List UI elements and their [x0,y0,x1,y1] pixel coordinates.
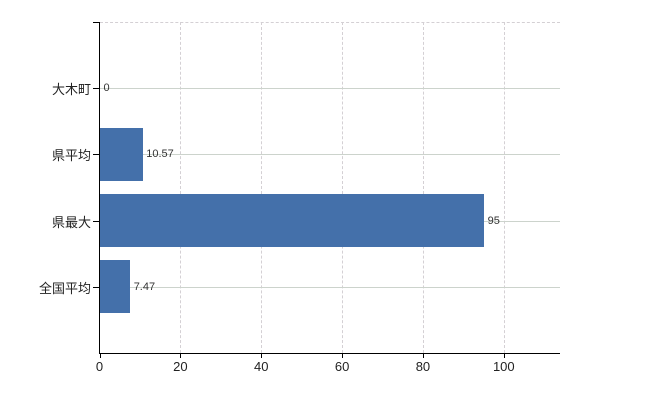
gridline-horizontal [99,88,560,90]
x-axis-line [99,353,560,354]
x-axis-tick [99,353,101,358]
x-axis-tick [503,353,505,358]
x-axis-tick [261,353,263,358]
bar [100,127,143,181]
y-axis-tick [92,286,100,288]
bar-value-label: 7.47 [133,280,156,293]
bar-value-label: 95 [487,214,500,227]
bar [100,260,131,314]
x-axis-tick-label: 20 [173,359,188,374]
gridline-vertical [503,22,505,353]
category-label: 全国平均 [38,280,91,296]
gridline-vertical [422,22,424,353]
x-axis-tick [342,353,344,358]
bar-value-label: 10.57 [146,148,174,161]
x-axis-tick-label: 80 [415,359,431,374]
y-axis-tick [92,88,100,90]
x-axis-tick [180,353,182,358]
category-label: 大木町 [51,82,91,98]
y-axis-tick [92,22,100,23]
gridline-horizontal [99,286,560,288]
y-axis-tick [92,154,100,156]
x-axis-tick-label: 100 [492,359,515,374]
bar [100,194,485,248]
gridline-horizontal [99,154,560,156]
plot-top-border [99,22,560,23]
bar-value-label: 0 [103,82,110,95]
category-label: 県最大 [51,214,91,230]
gridline-vertical [342,22,344,353]
gridline-vertical [261,22,263,353]
x-axis-tick-label: 0 [95,359,104,374]
category-label: 県平均 [51,148,91,164]
y-axis-tick [92,220,100,222]
y-axis-line [99,22,100,353]
x-axis-tick-label: 60 [334,359,350,374]
gridline-vertical [180,22,182,353]
x-axis-tick [422,353,424,358]
x-axis-tick-label: 40 [253,359,269,374]
